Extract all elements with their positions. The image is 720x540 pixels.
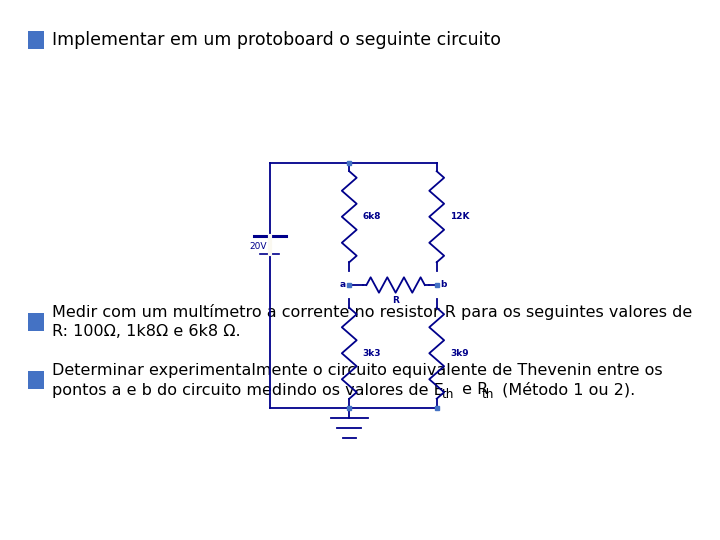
Text: pontos a e b do circuito medindo os valores de E: pontos a e b do circuito medindo os valo… — [52, 382, 444, 397]
Bar — [28, 31, 44, 49]
Text: b: b — [440, 280, 446, 289]
Text: 3k9: 3k9 — [450, 349, 469, 357]
Text: R: R — [392, 296, 399, 305]
Text: (Método 1 ou 2).: (Método 1 ou 2). — [497, 382, 635, 398]
Text: e R: e R — [457, 382, 488, 397]
Bar — [28, 313, 44, 331]
Text: th: th — [442, 388, 454, 402]
Text: Medir com um multímetro a corrente no resistor R para os seguintes valores de: Medir com um multímetro a corrente no re… — [52, 304, 692, 320]
Text: 20V: 20V — [250, 242, 267, 251]
Text: Implementar em um protoboard o seguinte circuito: Implementar em um protoboard o seguinte … — [52, 31, 501, 49]
Text: 3k3: 3k3 — [362, 349, 381, 357]
Text: R: 100Ω, 1k8Ω e 6k8 Ω.: R: 100Ω, 1k8Ω e 6k8 Ω. — [52, 325, 240, 340]
Bar — [28, 371, 44, 389]
Text: Determinar experimentalmente o circuito equivalente de Thevenin entre os: Determinar experimentalmente o circuito … — [52, 362, 662, 377]
Text: th: th — [482, 388, 495, 402]
Text: 6k8: 6k8 — [362, 212, 381, 221]
Text: a: a — [340, 280, 346, 289]
Text: 12K: 12K — [450, 212, 469, 221]
